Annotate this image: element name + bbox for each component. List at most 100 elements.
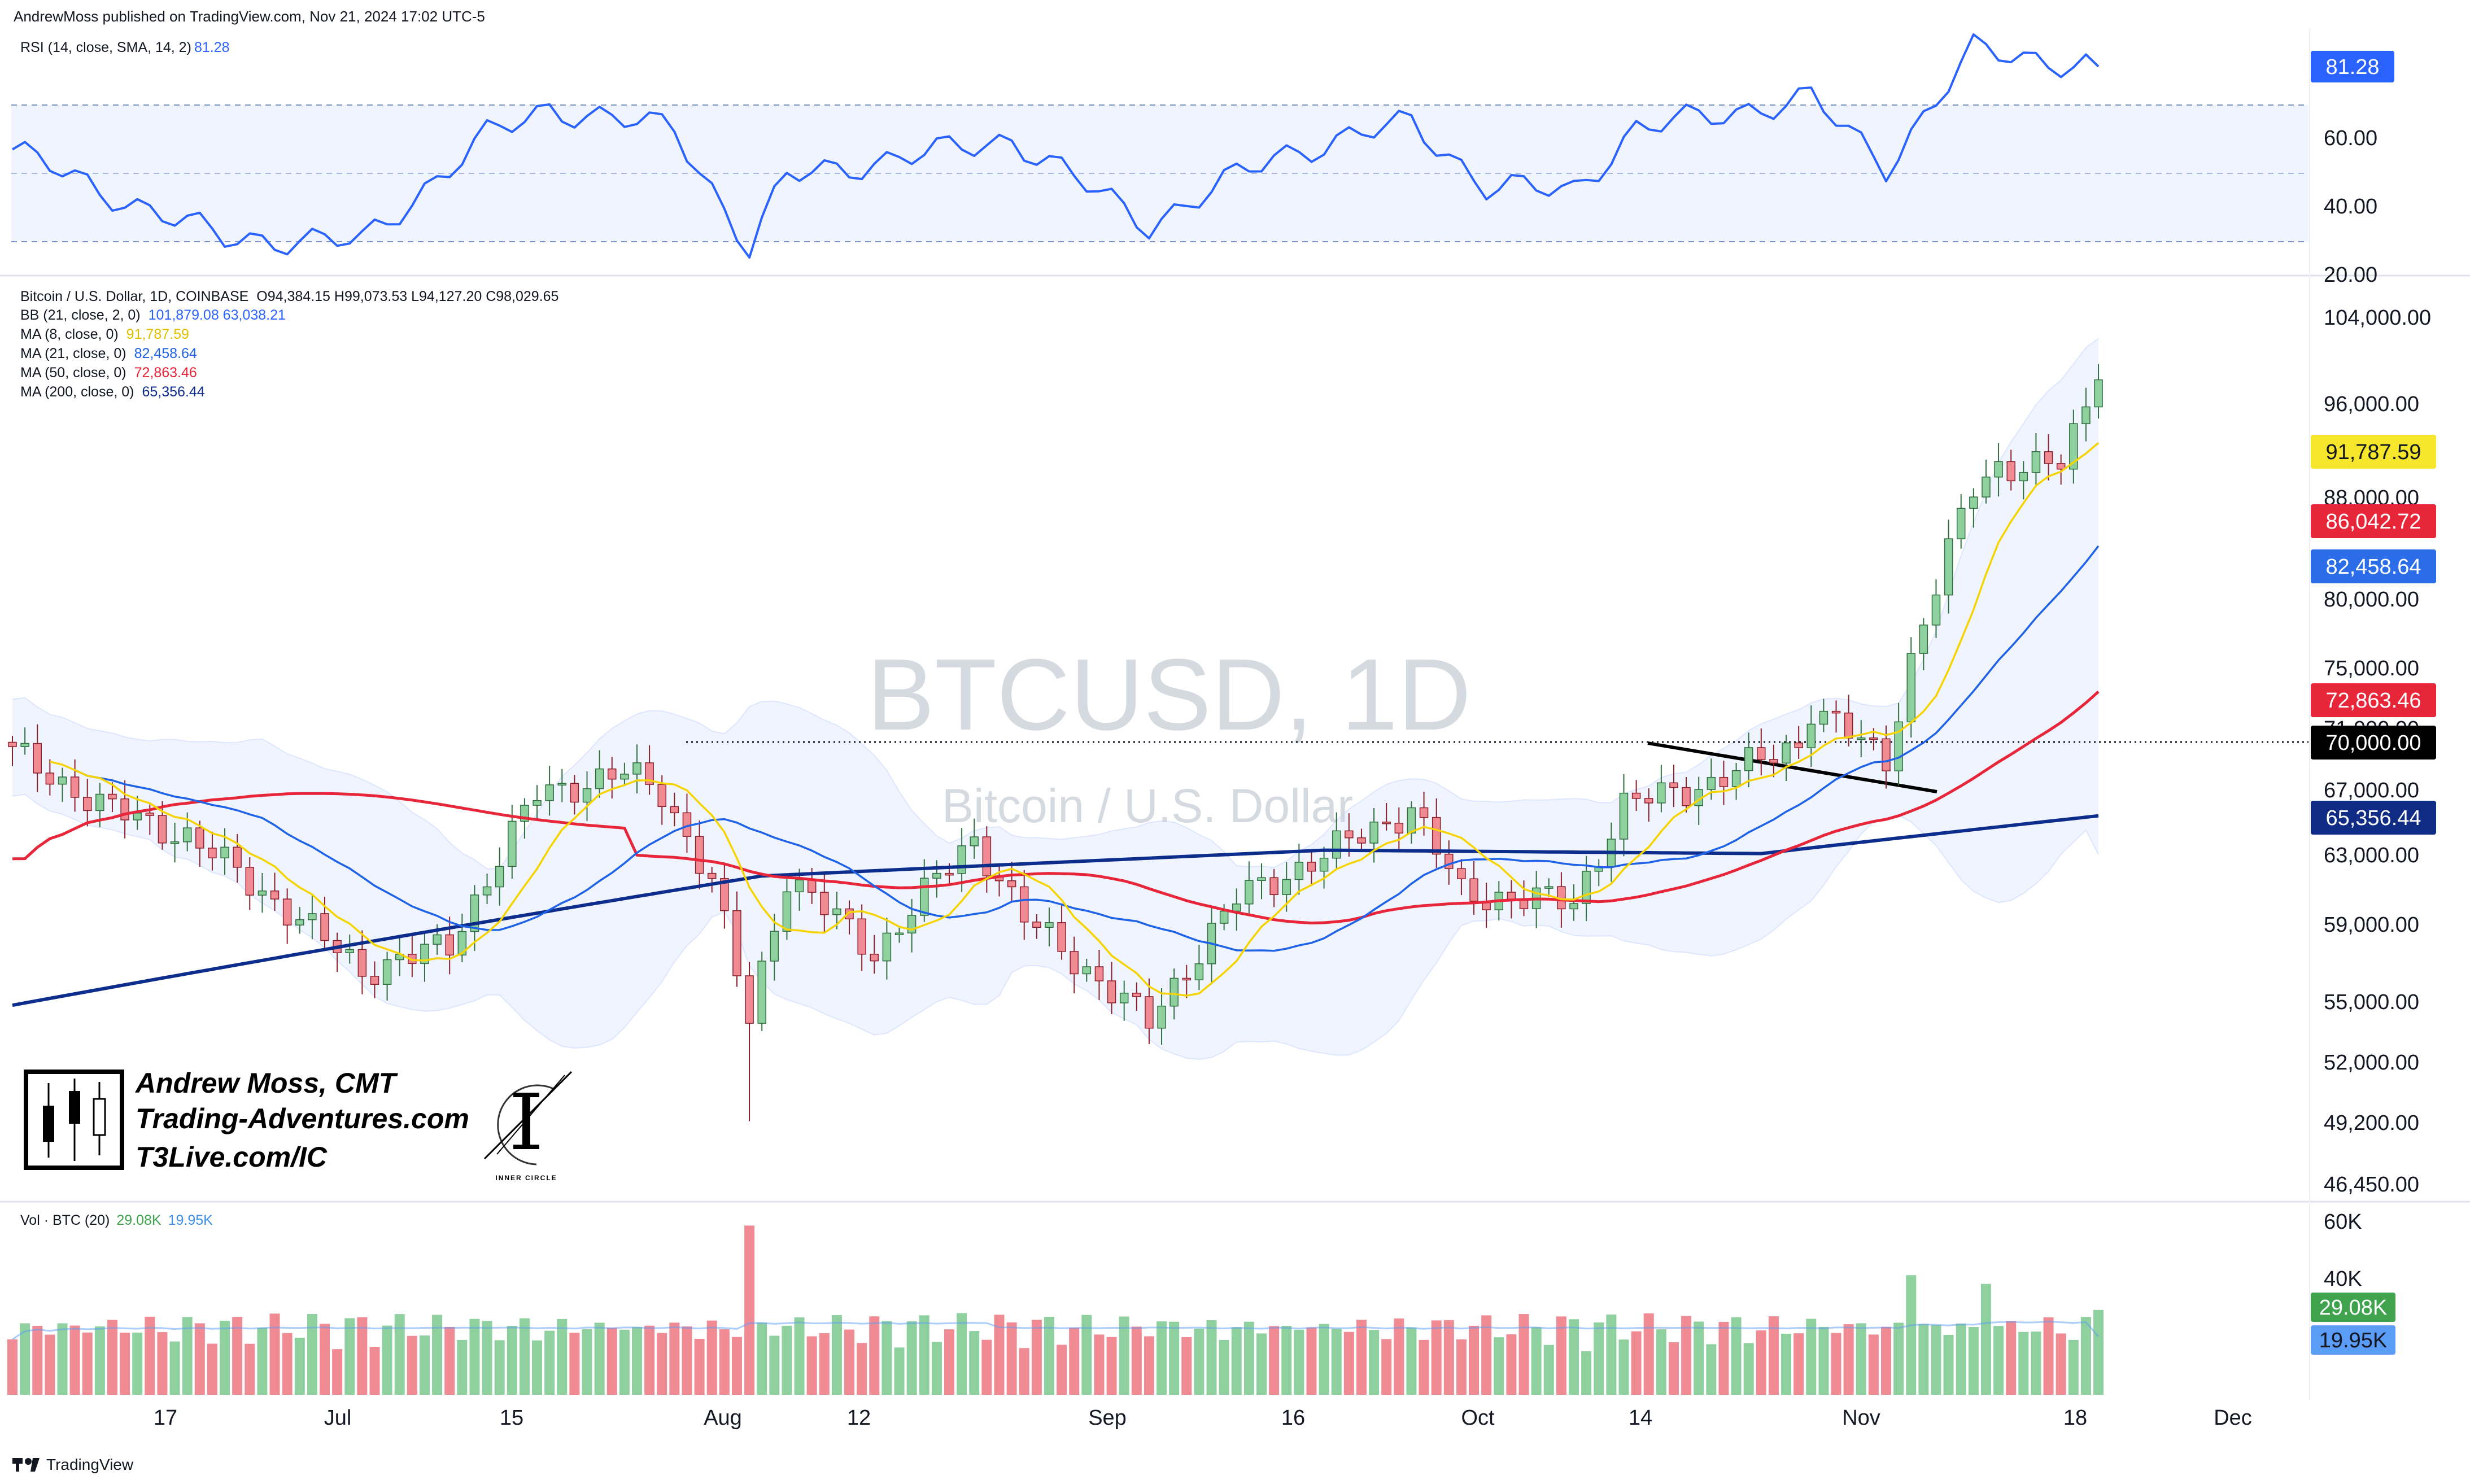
legend-ma21[interactable]: MA (21, close, 0) 82,458.64 <box>20 346 197 361</box>
volume-bar <box>1481 1315 1492 1395</box>
candle <box>420 931 429 982</box>
price-tick: 63,000.00 <box>2324 844 2419 867</box>
svg-text:29.08K: 29.08K <box>2319 1296 2387 1320</box>
trendline[interactable] <box>1647 741 1937 793</box>
volume-bar <box>45 1334 55 1395</box>
volume-bar <box>1306 1327 1317 1395</box>
volume-bar <box>1956 1323 1966 1395</box>
candle <box>670 792 679 827</box>
price-tick: 80,000.00 <box>2324 588 2419 612</box>
tradingview-logo-icon[interactable] <box>12 1458 40 1472</box>
volume-bar <box>894 1347 905 1395</box>
volume-bar <box>831 1315 842 1395</box>
volume-bar <box>1893 1322 1904 1395</box>
candle <box>1394 807 1404 853</box>
volume-bar <box>606 1328 617 1395</box>
candle <box>720 862 729 929</box>
rsi-legend-label[interactable]: RSI (14, close, SMA, 14, 2) <box>20 40 191 55</box>
time-tick: 12 <box>847 1406 871 1430</box>
candle <box>308 894 317 940</box>
ma200-line <box>12 814 2099 1007</box>
volume-ma-badge: 19.95K <box>2311 1325 2395 1355</box>
candle <box>282 888 292 944</box>
candle <box>1469 861 1478 915</box>
candle <box>295 907 304 934</box>
volume-bar <box>7 1339 18 1395</box>
candle <box>258 873 267 913</box>
candle <box>495 847 504 906</box>
volume-bar <box>1443 1320 1454 1395</box>
volume-bar <box>931 1342 942 1395</box>
volume-bar <box>2043 1317 2054 1395</box>
volume-bar <box>394 1314 405 1395</box>
volume-bar <box>1494 1337 1504 1395</box>
legend-ma8[interactable]: MA (8, close, 0) 91,787.59 <box>20 326 189 342</box>
volume-bar <box>731 1337 742 1395</box>
volume-bar <box>869 1316 880 1395</box>
candle <box>1019 870 1029 940</box>
time-axis[interactable]: 17 Jul 15 Aug 12 Sep 16 Oct 14 Nov 18 De… <box>154 1406 2252 1430</box>
volume-bar <box>806 1336 817 1395</box>
author-site-2: T3Live.com/IC <box>136 1141 328 1173</box>
volume-bar <box>1556 1316 1566 1395</box>
candle <box>1157 988 1166 1045</box>
volume-bar <box>1643 1313 1654 1395</box>
price-badge-ma8: 91,787.59 <box>2311 435 2436 469</box>
svg-text:82,458.64: 82,458.64 <box>2325 555 2421 579</box>
volume-bar <box>1631 1331 1642 1395</box>
candle <box>33 724 42 792</box>
volume-bar <box>407 1335 417 1395</box>
legend-bb[interactable]: BB (21, close, 2, 0) 101,879.08 63,038.21 <box>20 307 286 323</box>
ma8-line <box>49 442 2100 997</box>
candle <box>1794 726 1803 759</box>
volume-bar <box>1618 1339 1629 1395</box>
volume-bar <box>82 1332 93 1395</box>
volume-bar <box>357 1317 368 1395</box>
volume-bar <box>1081 1315 1092 1395</box>
price-badge-ma200: 65,356.44 <box>2311 801 2436 835</box>
price-panel[interactable]: BTCUSD, 1D Bitcoin / U.S. Dollar Bitcoin… <box>8 289 2436 1197</box>
volume-bar <box>1243 1321 1254 1395</box>
volume-bar <box>1581 1351 1592 1395</box>
candle <box>208 831 217 871</box>
candle <box>1070 936 1079 994</box>
candle <box>745 962 754 1121</box>
volume-bar <box>1431 1320 1442 1395</box>
volume-panel[interactable]: Vol · BTC (20) 29.08K 19.95K 60K 40K 29.08… <box>7 1210 2395 1395</box>
legend-ma50[interactable]: MA (50, close, 0) 72,863.46 <box>20 365 197 381</box>
volume-bar <box>1731 1317 1742 1395</box>
volume-bar <box>1319 1324 1329 1395</box>
volume-bar <box>1706 1344 1717 1395</box>
volume-bar <box>332 1349 343 1395</box>
candle <box>1182 964 1192 998</box>
volume-bar <box>1057 1345 1067 1395</box>
volume-bar <box>644 1325 655 1395</box>
rsi-panel[interactable]: RSI (14, close, SMA, 14, 2) 81.28 60.00 … <box>11 33 2394 287</box>
volume-bar <box>619 1329 630 1395</box>
volume-bar <box>2006 1321 2017 1395</box>
price-tick: 52,000.00 <box>2324 1051 2419 1075</box>
volume-bar <box>794 1317 805 1395</box>
price-badge-ma50: 72,863.46 <box>2311 683 2436 717</box>
volume-bar <box>94 1326 105 1395</box>
candle <box>1956 494 1966 549</box>
candle <box>1319 846 1329 889</box>
volume-legend[interactable]: Vol · BTC (20) 29.08K 19.95K <box>20 1212 213 1228</box>
volume-bar <box>307 1314 317 1395</box>
volume-bar <box>994 1315 1005 1395</box>
candle <box>233 833 242 883</box>
volume-bar <box>1206 1320 1217 1395</box>
volume-bar <box>494 1340 505 1395</box>
volume-bar <box>1469 1325 1480 1395</box>
candle <box>1994 443 2003 497</box>
legend-symbol[interactable]: Bitcoin / U.S. Dollar, 1D, COINBASE O94,3… <box>20 289 558 304</box>
watermark-name: Bitcoin / U.S. Dollar <box>942 779 1353 832</box>
candle <box>1232 888 1241 931</box>
candle <box>645 745 654 795</box>
candle <box>894 926 904 943</box>
legend-ma200[interactable]: MA (200, close, 0) 65,356.44 <box>20 384 205 400</box>
volume-bar <box>1656 1329 1666 1395</box>
volume-bar <box>944 1329 954 1395</box>
candle <box>2019 461 2028 500</box>
volume-bar <box>1394 1318 1404 1395</box>
